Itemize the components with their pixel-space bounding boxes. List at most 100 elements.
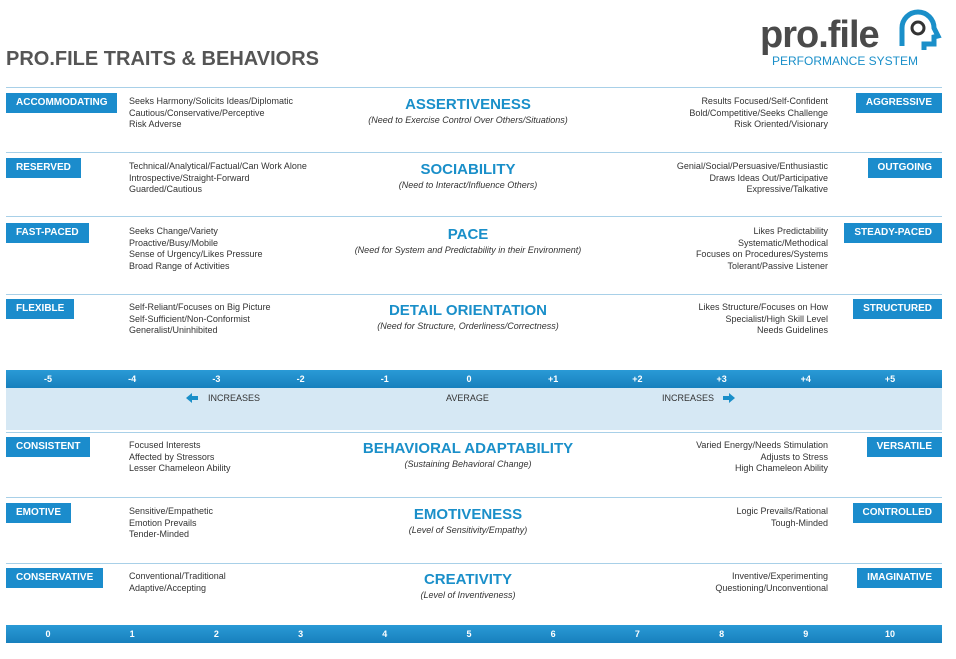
left-trait: Sense of Urgency/Likes Pressure	[129, 249, 263, 260]
right-trait: Logic Prevails/Rational	[736, 506, 828, 516]
right-label: STEADY-PACED	[844, 223, 942, 243]
left-trait: Conventional/Traditional	[129, 571, 226, 581]
section-title: SOCIABILITY	[420, 161, 516, 178]
scale-number: 0	[466, 374, 472, 384]
right-trait: Likes Predictability	[753, 226, 828, 236]
right-label: OUTGOING	[867, 158, 942, 178]
section-title: CREATIVITY	[423, 571, 513, 588]
left-trait: Emotion Prevails	[129, 517, 197, 528]
page-title: PRO.FILE TRAITS & BEHAVIORS	[6, 48, 319, 70]
left-trait: Proactive/Busy/Mobile	[129, 237, 219, 248]
scale-right-label: INCREASES	[662, 393, 715, 403]
left-trait: Guarded/Cautious	[129, 184, 203, 195]
left-trait: Self-Reliant/Focuses on Big Picture	[129, 302, 271, 312]
scale-number: +5	[884, 374, 896, 384]
scale-number: +4	[800, 374, 811, 384]
right-label: AGGRESSIVE	[855, 93, 942, 113]
left-label: ACCOMMODATING	[6, 93, 118, 113]
scale-number: -5	[43, 374, 52, 384]
separator	[6, 432, 942, 433]
scale-left-label: INCREASES	[208, 393, 261, 403]
right-label: IMAGINATIVE	[857, 568, 942, 588]
left-label: CONSERVATIVE	[6, 568, 104, 588]
right-trait: Needs Guidelines	[756, 325, 828, 336]
left-trait: Adaptive/Accepting	[129, 582, 207, 593]
left-label: FAST-PACED	[6, 223, 89, 243]
scale-number: -4	[128, 374, 137, 384]
section-subtitle: (Need for Structure, Orderliness/Correct…	[377, 321, 559, 331]
scale-number: +1	[548, 374, 559, 384]
scale-number: 10	[884, 629, 895, 639]
right-trait: Focuses on Procedures/Systems	[695, 249, 828, 260]
separator	[6, 152, 942, 153]
right-label: STRUCTURED	[853, 299, 942, 319]
logo-tagline: PERFORMANCE SYSTEM	[772, 54, 919, 68]
section-subtitle: (Sustaining Behavioral Change)	[404, 459, 532, 469]
scale-number: 3	[298, 629, 304, 639]
left-trait: Self-Sufficient/Non-Conformist	[129, 313, 250, 324]
section-title: EMOTIVENESS	[413, 506, 523, 523]
left-trait: Lesser Chameleon Ability	[129, 463, 231, 474]
scale-number: 7	[634, 629, 640, 639]
left-trait: Introspective/Straight-Forward	[129, 172, 250, 183]
scale-number: +3	[716, 374, 727, 384]
separator	[6, 497, 942, 498]
right-trait: Risk Oriented/Visionary	[734, 119, 828, 130]
left-trait: Affected by Stressors	[129, 451, 215, 462]
scale-number: 0	[45, 629, 51, 639]
separator	[6, 87, 942, 88]
scale-center-label: AVERAGE	[446, 393, 489, 403]
right-trait: Varied Energy/Needs Stimulation	[696, 440, 828, 450]
section-subtitle: (Level of Inventiveness)	[420, 590, 516, 600]
right-trait: Expressive/Talkative	[746, 184, 828, 195]
scale-number: 1	[129, 629, 135, 639]
scale-number: -2	[296, 374, 305, 384]
scale-number: 5	[466, 629, 472, 639]
left-label: CONSISTENT	[6, 437, 91, 457]
logo-name: pro.file	[760, 14, 880, 56]
right-trait: Tolerant/Passive Listener	[727, 261, 828, 272]
section-subtitle: (Need for System and Predictability in t…	[354, 245, 582, 255]
section-title: DETAIL ORIENTATION	[388, 302, 548, 319]
left-trait: Broad Range of Activities	[129, 261, 230, 272]
right-arrow	[723, 393, 735, 403]
scale-number: -1	[380, 374, 389, 384]
scale-number: 4	[382, 629, 388, 639]
right-trait: Likes Structure/Focuses on How	[698, 302, 828, 312]
left-arrow	[186, 393, 198, 403]
left-trait: Tender-Minded	[129, 529, 190, 540]
right-trait: Draws Ideas Out/Participative	[709, 172, 828, 183]
separator	[6, 563, 942, 564]
section-title: ASSERTIVENESS	[405, 96, 531, 113]
right-trait: Tough-Minded	[770, 517, 828, 528]
right-trait: High Chameleon Ability	[734, 463, 828, 474]
right-trait: Questioning/Unconventional	[715, 582, 828, 593]
scale-number: 8	[719, 629, 725, 639]
left-trait: Technical/Analytical/Factual/Can Work Al…	[129, 161, 307, 171]
scale-number: 6	[550, 629, 556, 639]
left-trait: Risk Adverse	[129, 119, 182, 130]
left-label: FLEXIBLE	[6, 299, 75, 319]
right-trait: Bold/Competitive/Seeks Challenge	[689, 107, 828, 118]
scale-number: 9	[803, 629, 809, 639]
separator	[6, 294, 942, 295]
left-trait: Cautious/Conservative/Perceptive	[129, 107, 265, 118]
section-subtitle: (Need to Exercise Control Over Others/Si…	[368, 115, 568, 125]
left-trait: Sensitive/Empathetic	[129, 506, 214, 516]
logo-icon	[899, 9, 942, 50]
left-label: EMOTIVE	[6, 503, 72, 523]
right-trait: Inventive/Experimenting	[731, 571, 828, 581]
scale-bar	[6, 625, 942, 643]
scale-number: +2	[632, 374, 643, 384]
left-trait: Seeks Change/Variety	[129, 226, 218, 236]
left-trait: Focused Interests	[129, 440, 201, 450]
section-title: BEHAVIORAL ADAPTABILITY	[362, 440, 574, 457]
right-trait: Systematic/Methodical	[737, 237, 828, 248]
right-label: CONTROLLED	[852, 503, 942, 523]
right-trait: Specialist/High Skill Level	[725, 313, 828, 324]
scale-number: 2	[213, 629, 219, 639]
left-trait: Generalist/Uninhibited	[129, 325, 218, 336]
section-title: PACE	[447, 226, 489, 243]
separator	[6, 216, 942, 217]
right-trait: Results Focused/Self-Confident	[701, 96, 828, 106]
